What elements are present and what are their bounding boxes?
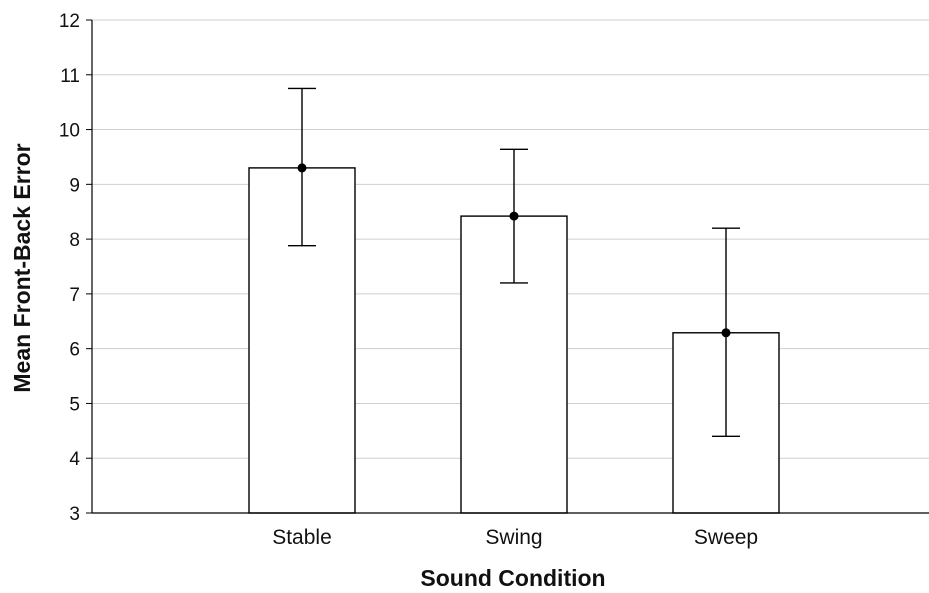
error-bar-swing — [500, 148, 528, 284]
y-tick-label: 10 — [59, 121, 80, 142]
y-tick-label: 12 — [59, 11, 80, 32]
y-axis-title: Mean Front-Back Error — [9, 143, 35, 392]
y-tick-label: 9 — [69, 175, 80, 196]
y-tick-label: 8 — [69, 230, 80, 251]
error-bar-sweep — [712, 227, 740, 438]
x-tick-label: Swing — [485, 526, 542, 549]
y-tick-label: 4 — [69, 449, 80, 470]
mean-marker — [721, 328, 731, 338]
error-bar-stable — [288, 87, 316, 247]
y-tick-label: 6 — [69, 340, 80, 361]
error-bars — [288, 87, 740, 438]
y-tick-label: 7 — [69, 285, 80, 306]
mean-marker — [509, 211, 519, 221]
x-axis-title: Sound Condition — [420, 565, 605, 591]
axes — [86, 19, 929, 514]
x-tick-label: Sweep — [694, 526, 758, 549]
x-tick-label: Stable — [272, 526, 332, 549]
tick-labels: 3 4 5 6 7 8 9 10 11 12 Stable Swing Sweep — [59, 11, 758, 549]
y-tick-label: 3 — [69, 504, 80, 525]
mean-marker — [297, 163, 307, 173]
y-tick-label: 11 — [60, 66, 80, 87]
y-tick-label: 5 — [69, 394, 80, 415]
